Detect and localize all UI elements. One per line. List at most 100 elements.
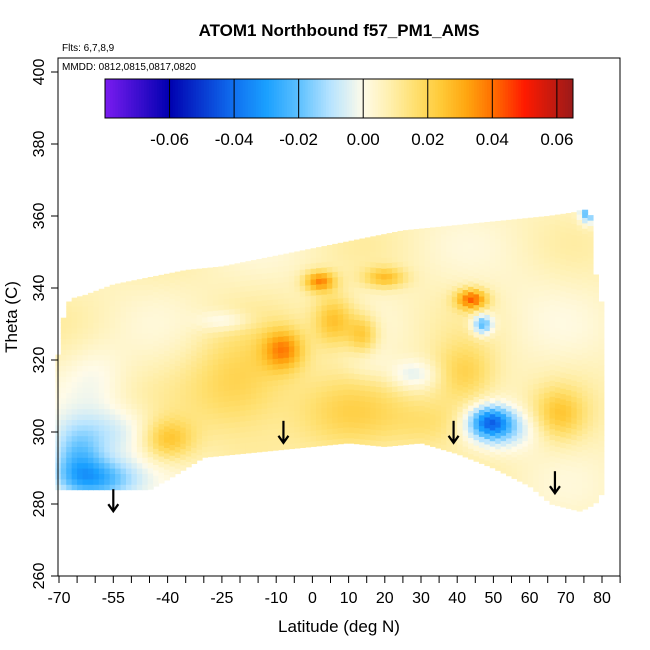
heatmap-cell [354, 249, 361, 256]
heatmap-cell [506, 286, 513, 293]
heatmap-cell [180, 313, 187, 320]
heatmap-cell [397, 439, 404, 446]
heatmap-cell [544, 413, 551, 420]
heatmap-cell [446, 343, 453, 350]
heatmap-cell [321, 256, 328, 263]
heatmap-cell [294, 280, 301, 287]
heatmap-cell [191, 436, 198, 443]
heatmap-cell [158, 391, 165, 398]
heatmap-cell [571, 293, 578, 300]
heatmap-cell [549, 498, 556, 505]
heatmap-cell [381, 246, 388, 253]
heatmap-cell [87, 322, 94, 329]
heatmap-cell [544, 268, 551, 275]
heatmap-cell [576, 478, 583, 485]
heatmap-cell [554, 311, 561, 318]
heatmap-cell [489, 262, 496, 269]
heatmap-cell [359, 352, 366, 359]
heatmap-cell [272, 417, 279, 424]
heatmap-cell [386, 424, 393, 431]
heatmap-cell [489, 413, 496, 420]
heatmap-cell [354, 341, 361, 348]
heatmap-cell [77, 478, 84, 485]
heatmap-cell [261, 299, 268, 306]
heatmap-cell [169, 272, 176, 278]
heatmap-cell [180, 416, 187, 423]
heatmap-cell [451, 274, 458, 281]
colorbar-swatch [458, 79, 462, 118]
heatmap-cell [560, 269, 567, 276]
heatmap-cell [364, 288, 371, 295]
heatmap-cell [462, 284, 469, 291]
heatmap-cell [457, 416, 464, 423]
heatmap-cell [321, 250, 328, 257]
heatmap-cell [473, 363, 480, 370]
heatmap-cell [538, 474, 545, 481]
heatmap-cell [392, 232, 399, 236]
heatmap-cell [158, 401, 165, 408]
heatmap-cell [120, 289, 127, 296]
heatmap-cell [435, 361, 442, 368]
heatmap-cell [397, 272, 404, 279]
heatmap-cell [478, 231, 485, 238]
heatmap-cell [196, 319, 203, 326]
heatmap-cell [359, 265, 366, 272]
heatmap-cell [527, 351, 534, 358]
heatmap-cell [381, 273, 388, 280]
heatmap-cell [506, 335, 513, 342]
heatmap-cell [592, 275, 599, 282]
heatmap-cell [522, 467, 529, 474]
heatmap-cell [153, 426, 160, 433]
heatmap-cell [582, 282, 589, 289]
heatmap-cell [136, 387, 143, 393]
heatmap-cell [66, 322, 73, 329]
heatmap-cell [337, 308, 344, 315]
heatmap-cell [321, 337, 328, 344]
heatmap-cell [544, 349, 551, 356]
heatmap-cell [451, 382, 458, 389]
heatmap-cell [462, 316, 469, 323]
x-axis-label: Latitude (deg N) [278, 617, 400, 636]
heatmap-cell [430, 227, 437, 231]
colorbar-swatch [482, 79, 486, 118]
heatmap-cell [240, 404, 247, 411]
heatmap-cell [544, 462, 551, 469]
heatmap-cell [71, 311, 78, 318]
heatmap-cell [375, 440, 382, 447]
colorbar-swatch [495, 79, 499, 118]
heatmap-cell [598, 305, 605, 312]
heatmap-cell [310, 316, 317, 323]
heatmap-cell [435, 264, 442, 271]
heatmap-cell [598, 310, 605, 317]
heatmap-cell [348, 432, 355, 439]
heatmap-cell [549, 434, 556, 441]
heatmap-cell [104, 468, 111, 474]
heatmap-cell [316, 407, 323, 414]
heatmap-cell [462, 424, 469, 431]
heatmap-cell [587, 215, 594, 221]
heatmap-cell [435, 231, 442, 238]
heatmap-cell [446, 391, 453, 398]
heatmap-cell [413, 270, 420, 277]
x-tick-label: -70 [47, 590, 70, 607]
heatmap-cell [326, 304, 333, 311]
heatmap-cell [565, 367, 572, 374]
heatmap-cell [207, 278, 214, 285]
heatmap-cell [511, 224, 518, 231]
heatmap-cell [397, 423, 404, 430]
heatmap-cell [136, 414, 143, 420]
heatmap-cell [310, 435, 317, 442]
heatmap-cell [598, 472, 605, 479]
heatmap-cell [522, 429, 529, 436]
heatmap-cell [484, 341, 491, 348]
colorbar-swatch [146, 79, 150, 118]
heatmap-cell [288, 252, 295, 255]
heatmap-cell [250, 301, 257, 308]
heatmap-cell [98, 392, 105, 399]
heatmap-cell [370, 375, 377, 382]
heatmap-cell [468, 226, 475, 233]
heatmap-cell [294, 393, 301, 400]
heatmap-cell [538, 236, 545, 243]
heatmap-cell [473, 369, 480, 376]
heatmap-cell [424, 228, 431, 235]
